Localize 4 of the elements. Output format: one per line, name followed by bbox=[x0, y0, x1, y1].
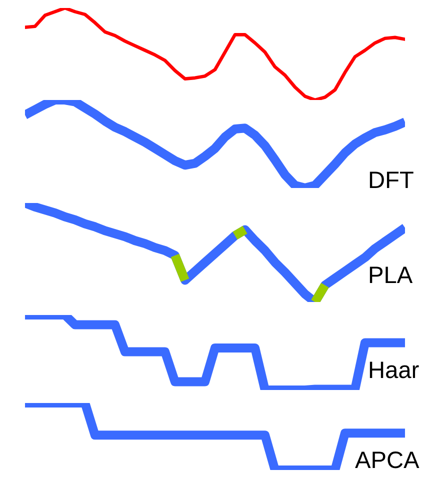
text: DFT bbox=[370, 172, 414, 188]
text: APCA bbox=[355, 452, 420, 468]
text: Haar bbox=[370, 362, 419, 378]
text: PLA bbox=[370, 266, 413, 283]
